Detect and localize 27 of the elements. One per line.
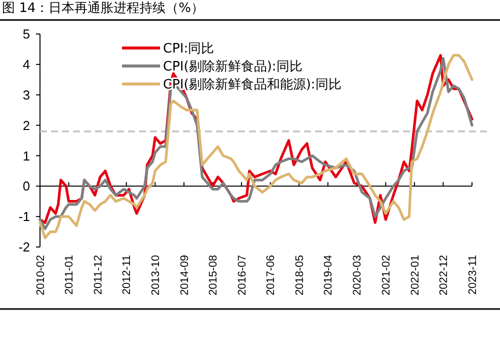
x-tick-label: 2020-03: [352, 255, 364, 296]
chart-title: 图 14：日本再通胀进程持续（%）: [2, 1, 204, 16]
x-tick-label: 2018-05: [294, 255, 306, 296]
x-tick-label: 2015-08: [208, 255, 220, 296]
y-tick-label: 3: [22, 87, 30, 102]
x-tick-label: 2021-02: [380, 255, 393, 296]
x-tick-label: 2012-11: [121, 255, 134, 295]
x-tick-label: 2017-06: [265, 255, 278, 296]
x-tick-label: 2011-01: [64, 255, 76, 295]
x-tick-label: 2022-01: [409, 255, 422, 296]
x-tick-label: 2019-04: [322, 255, 335, 296]
x-tick-label: 2016-07: [236, 255, 248, 296]
legend-label: CPI(剔除新鲜食品):同比: [163, 60, 302, 75]
x-tick-label: 2014-09: [178, 255, 191, 296]
x-tick-label: 2010-02: [34, 255, 47, 296]
x-tick-label: 2013-10: [150, 255, 162, 296]
y-tick-label: 0: [22, 178, 30, 194]
legend-label: CPI:同比: [163, 42, 214, 57]
x-tick-label: 2023-11: [466, 255, 479, 295]
y-tick-label: 2: [22, 118, 30, 133]
y-tick-label: 5: [22, 26, 30, 42]
x-tick-label: 2011-12: [92, 255, 104, 295]
x-tick-label: 2022-12: [438, 255, 450, 296]
y-tick-label: -2: [18, 240, 30, 255]
y-tick-label: 1: [22, 148, 30, 164]
y-tick-label: -1: [18, 209, 30, 224]
y-tick-label: 4: [22, 56, 30, 72]
